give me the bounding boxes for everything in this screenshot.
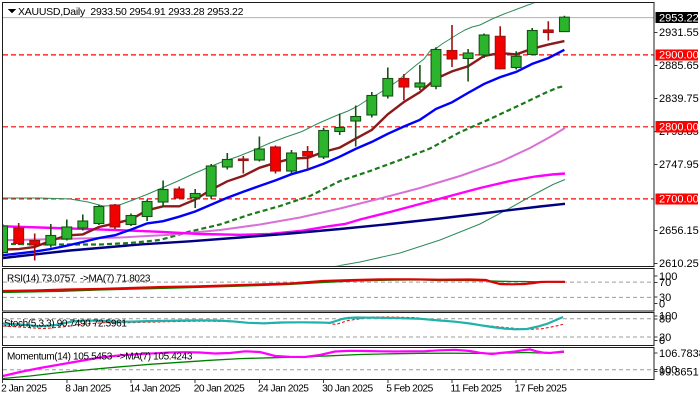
svg-text:100: 100 (659, 271, 677, 283)
svg-text:17 Feb 2025: 17 Feb 2025 (515, 384, 568, 395)
svg-text:70: 70 (659, 277, 671, 289)
svg-text:XAUUSD,Daily 2933.50 2954.91: XAUUSD,Daily 2933.50 2954.91 2933.28 295… (18, 6, 244, 18)
svg-text:2900.00: 2900.00 (659, 50, 699, 62)
svg-text:0: 0 (659, 298, 665, 310)
svg-text:Stoch(5,3,3) 90.7490 72.5961: Stoch(5,3,3) 90.7490 72.5961 (4, 319, 127, 330)
svg-text:2700.00: 2700.00 (659, 194, 699, 206)
svg-text:80: 80 (659, 314, 671, 326)
svg-text:2931.55: 2931.55 (659, 27, 699, 39)
svg-text:100: 100 (659, 364, 677, 376)
svg-text:0: 0 (659, 335, 665, 347)
svg-text:106.7838: 106.7838 (659, 348, 700, 360)
svg-text:20: 20 (659, 332, 671, 344)
svg-text:RSI(14) 73.0757 ->MA(7) 71.80: RSI(14) 73.0757 ->MA(7) 71.8023 (7, 274, 151, 285)
svg-text:2953.22: 2953.22 (659, 12, 699, 24)
svg-text:2747.95: 2747.95 (659, 159, 699, 171)
svg-text:99.3651: 99.3651 (659, 366, 699, 378)
svg-text:100: 100 (659, 311, 677, 323)
svg-text:2656.15: 2656.15 (659, 225, 699, 237)
svg-text:Momentum(14) 105.5453 ->MA(7): Momentum(14) 105.5453 ->MA(7) 105.4243 (7, 352, 193, 363)
svg-text:11 Feb 2025: 11 Feb 2025 (451, 384, 503, 395)
svg-text:2839.75: 2839.75 (659, 93, 699, 105)
svg-text:8 Jan 2025: 8 Jan 2025 (65, 384, 111, 395)
svg-text:14 Jan 2025: 14 Jan 2025 (130, 384, 181, 395)
svg-text:30: 30 (659, 292, 671, 304)
svg-text:2610.25: 2610.25 (659, 258, 699, 270)
svg-text:5 Feb 2025: 5 Feb 2025 (386, 384, 433, 395)
svg-text:30 Jan 2025: 30 Jan 2025 (322, 384, 373, 395)
svg-text:2800.00: 2800.00 (659, 122, 699, 134)
svg-text:2 Jan 2025: 2 Jan 2025 (1, 384, 47, 395)
svg-text:20 Jan 2025: 20 Jan 2025 (194, 384, 245, 395)
svg-text:2885.65: 2885.65 (659, 60, 699, 72)
svg-text:24 Jan 2025: 24 Jan 2025 (258, 384, 309, 395)
